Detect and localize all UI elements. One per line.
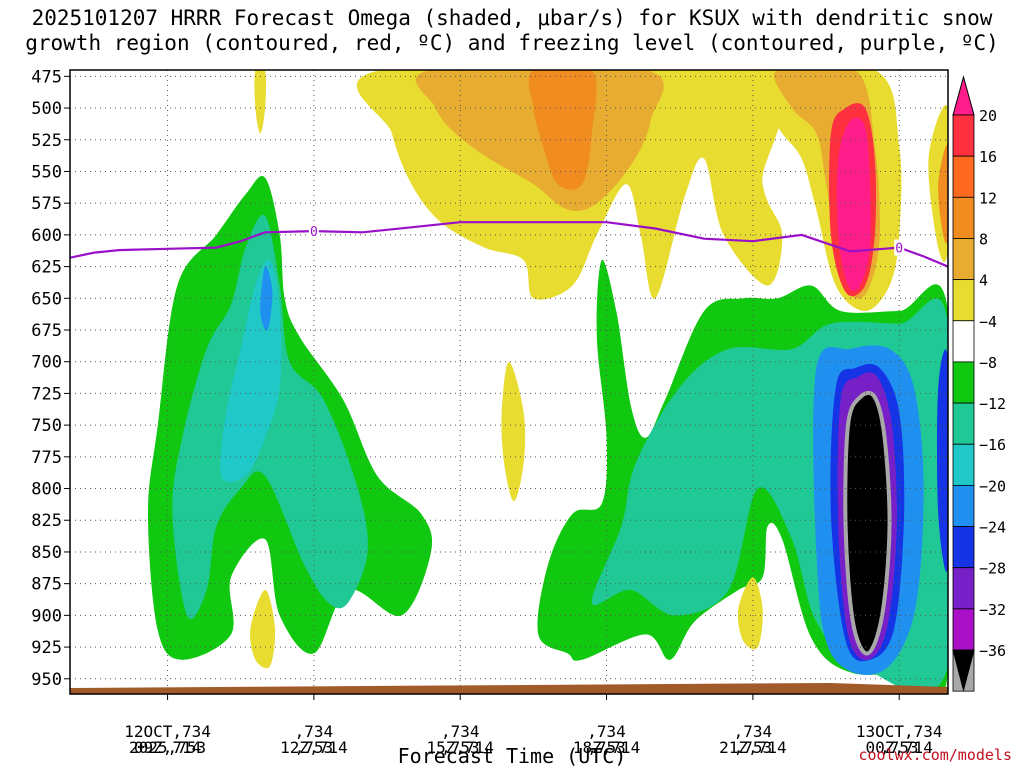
omega-downward-blob-low-left xyxy=(250,590,276,669)
ground-terrain xyxy=(70,683,948,694)
y-tick-label-475: 475 xyxy=(31,67,62,87)
colorbar-label-13: −36 xyxy=(979,642,1006,660)
colorbar-bottom-arrow xyxy=(952,649,975,692)
colorbar-label-2: 12 xyxy=(979,189,997,207)
omega-downward-blob-mid xyxy=(501,361,526,502)
y-tick-label-950: 950 xyxy=(31,670,62,690)
colorbar-label-8: −16 xyxy=(979,436,1006,454)
y-tick-label-700: 700 xyxy=(31,353,62,373)
credit-text: coolwx.com/models xyxy=(858,746,1012,764)
colorbar-top-arrow xyxy=(952,75,975,116)
freezing-level-label-0: 0 xyxy=(310,225,318,240)
freezing-label-bg-0 xyxy=(308,223,319,240)
freezing-level-label-1: 0 xyxy=(895,242,903,257)
x-tick-label-09Z-1: 12OCT,734 xyxy=(124,722,211,741)
omega-upward-max-left xyxy=(260,266,273,331)
y-tick-label-675: 675 xyxy=(31,321,62,341)
y-tick-label-875: 875 xyxy=(31,575,62,595)
freezing-label-bg-1 xyxy=(894,239,905,256)
colorbar-segment-11 xyxy=(952,526,975,569)
colorbar-segment-7 xyxy=(952,361,975,404)
x-tick-label-18Z-0: 18Z,714 xyxy=(573,738,640,757)
y-tick-label-650: 650 xyxy=(31,289,62,309)
x-axis-label: Forecast Time (UTC) xyxy=(397,744,627,768)
colorbar-label-3: 8 xyxy=(979,230,988,248)
y-tick-label-600: 600 xyxy=(31,226,62,246)
x-tick-label-21Z-2: ,753 xyxy=(734,738,773,757)
colorbar-segment-10 xyxy=(952,484,975,527)
omega-downward-small-left xyxy=(254,70,267,134)
omega-downward-blob-low-right xyxy=(737,577,763,650)
colorbar-segment-3 xyxy=(952,196,975,239)
chart-title: 2025101207 HRRR Forecast Omega (shaded, … xyxy=(0,6,1024,56)
x-tick-label-15Z-0: 15Z,714 xyxy=(427,738,494,757)
freezing-level-line xyxy=(70,221,948,268)
x-tick-label-12Z-0: 12Z,714 xyxy=(280,738,347,757)
y-tick-label-550: 550 xyxy=(31,162,62,182)
colorbar-label-10: −24 xyxy=(979,519,1006,537)
omega-upward-extreme-right xyxy=(845,392,890,654)
y-tick-label-750: 750 xyxy=(31,416,62,436)
y-tick-label-725: 725 xyxy=(31,384,62,404)
x-tick-label-18Z-1: ,734 xyxy=(587,722,626,741)
colorbar-label-0: 20 xyxy=(979,107,997,125)
y-tick-label-825: 825 xyxy=(31,511,62,531)
x-tick-label-12Z-2: ,753 xyxy=(295,738,334,757)
x-tick-label-00Z-0: 00Z,714 xyxy=(866,738,933,757)
x-tick-label-21Z-0: 21Z,714 xyxy=(719,738,786,757)
omega-downward-core-upper xyxy=(528,70,597,190)
y-tick-label-800: 800 xyxy=(31,480,62,500)
plot-frame xyxy=(69,69,949,695)
y-tick-label-900: 900 xyxy=(31,606,62,626)
x-tick-label-15Z-2: ,753 xyxy=(441,738,480,757)
colorbar-label-6: −8 xyxy=(979,354,997,372)
x-tick-label-15Z-1: ,734 xyxy=(441,722,480,741)
colorbar-label-12: −32 xyxy=(979,601,1006,619)
x-tick-label-00Z-1: 13OCT,734 xyxy=(856,722,943,741)
omega-upward-edge-right xyxy=(937,349,948,572)
colorbar-segment-13 xyxy=(952,608,975,651)
x-tick-label-12Z-1: ,734 xyxy=(295,722,334,741)
colorbar-label-5: −4 xyxy=(979,313,997,331)
colorbar-segment-1 xyxy=(952,114,975,157)
colorbar-segment-8 xyxy=(952,402,975,445)
colorbar-label-9: −20 xyxy=(979,477,1006,495)
colorbar-segment-2 xyxy=(952,155,975,198)
y-tick-label-625: 625 xyxy=(31,258,62,278)
y-tick-label-850: 850 xyxy=(31,543,62,563)
x-tick-label-09Z-2: 2025,753 xyxy=(129,738,206,757)
x-tick-label-00Z-2: ,753 xyxy=(880,738,919,757)
y-tick-label-775: 775 xyxy=(31,448,62,468)
y-tick-label-500: 500 xyxy=(31,99,62,119)
omega-downward-extreme-right xyxy=(836,117,871,292)
omega-downward-inner-upper xyxy=(415,70,664,211)
colorbar-segment-5 xyxy=(952,279,975,322)
y-tick-label-525: 525 xyxy=(31,131,62,151)
colorbar-segment-12 xyxy=(952,567,975,610)
omega-downward-mid-edge xyxy=(938,144,948,244)
title-line-2: growth region (contoured, red, ºC) and f… xyxy=(25,31,999,55)
colorbar-label-4: 4 xyxy=(979,272,988,290)
colorbar-segment-6 xyxy=(952,320,975,363)
colorbar-label-7: −12 xyxy=(979,395,1006,413)
colorbar-segment-4 xyxy=(952,238,975,281)
colorbar-segment-9 xyxy=(952,443,975,486)
x-tick-label-21Z-1: ,734 xyxy=(734,722,773,741)
colorbar-label-11: −28 xyxy=(979,560,1006,578)
x-tick-label-18Z-2: ,753 xyxy=(587,738,626,757)
y-tick-label-925: 925 xyxy=(31,638,62,658)
x-tick-label-09Z-0: 09Z,714 xyxy=(134,738,201,757)
y-tick-label-575: 575 xyxy=(31,194,62,214)
colorbar-label-1: 16 xyxy=(979,148,997,166)
title-line-1: 2025101207 HRRR Forecast Omega (shaded, … xyxy=(31,6,993,30)
plot-area: 00 xyxy=(70,70,948,694)
